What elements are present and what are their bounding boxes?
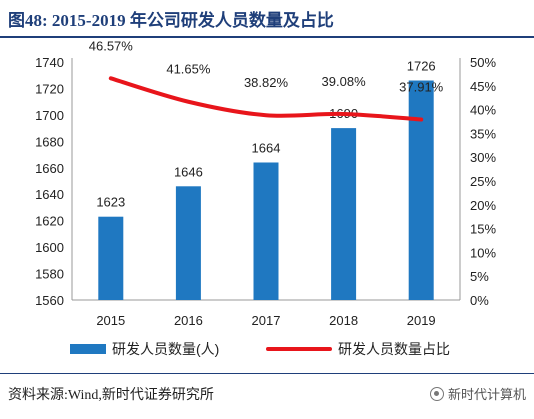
y-left-tick-label: 1700 xyxy=(35,108,64,123)
y-right-tick-label: 25% xyxy=(470,174,496,189)
y-left-tick-label: 1620 xyxy=(35,214,64,229)
legend-bar-label: 研发人员数量(人) xyxy=(112,341,219,357)
bar-data-label: 1664 xyxy=(252,140,281,155)
y-right-tick-label: 45% xyxy=(470,79,496,94)
bar xyxy=(98,216,124,300)
y-right-tick-label: 0% xyxy=(470,293,489,308)
legend-bar-swatch xyxy=(70,344,106,354)
y-right-tick-label: 30% xyxy=(470,150,496,165)
y-left-tick-label: 1640 xyxy=(35,187,64,202)
line-data-label: 46.57% xyxy=(89,38,134,53)
y-left-tick-label: 1720 xyxy=(35,81,64,96)
x-tick-label: 2017 xyxy=(252,313,281,328)
y-right-tick-label: 20% xyxy=(470,198,496,213)
y-right-tick-label: 40% xyxy=(470,103,496,118)
watermark: 新时代计算机 xyxy=(429,384,526,403)
line-data-label: 38.82% xyxy=(244,75,289,90)
y-left-tick-label: 1580 xyxy=(35,267,64,282)
y-left-tick-label: 1660 xyxy=(35,161,64,176)
bar-data-label: 1726 xyxy=(407,59,436,74)
legend-line-label: 研发人员数量占比 xyxy=(338,341,450,357)
y-left-tick-label: 1560 xyxy=(35,293,64,308)
y-right-tick-label: 5% xyxy=(470,269,489,284)
line-data-label: 37.91% xyxy=(399,80,444,95)
watermark-text: 新时代计算机 xyxy=(447,387,526,402)
wechat-icon xyxy=(429,386,444,401)
x-tick-label: 2015 xyxy=(96,313,125,328)
y-right-tick-label: 35% xyxy=(470,126,496,141)
bar-data-label: 1623 xyxy=(96,195,125,210)
y-right-tick-label: 50% xyxy=(470,55,496,70)
x-tick-label: 2018 xyxy=(329,313,358,328)
y-left-tick-label: 1680 xyxy=(35,134,64,149)
line-series xyxy=(108,76,424,122)
bar xyxy=(175,186,201,300)
x-tick-label: 2016 xyxy=(174,313,203,328)
y-left-tick-label: 1600 xyxy=(35,240,64,255)
bar-data-label: 1646 xyxy=(174,164,203,179)
source-bar: 资料来源:Wind,新时代证券研究所 新时代计算机 xyxy=(0,373,534,419)
line-data-label: 41.65% xyxy=(166,62,211,77)
bar xyxy=(331,128,357,300)
title-bar: 图48: 2015-2019 年公司研发人员数量及占比 xyxy=(0,0,534,38)
y-left-tick-label: 1740 xyxy=(35,55,64,70)
bar xyxy=(253,162,279,300)
y-right-tick-label: 10% xyxy=(470,245,496,260)
figure-title: 图48: 2015-2019 年公司研发人员数量及占比 xyxy=(8,11,334,30)
source-note: 资料来源:Wind,新时代证券研究所 xyxy=(8,388,214,403)
line-data-label: 39.08% xyxy=(322,74,367,89)
bar xyxy=(408,80,434,300)
x-tick-label: 2019 xyxy=(407,313,436,328)
y-right-tick-label: 15% xyxy=(470,222,496,237)
combo-chart: 1560 1580 1600 1620 1640 1660 1680 1700 1720 1740… xyxy=(35,38,496,357)
